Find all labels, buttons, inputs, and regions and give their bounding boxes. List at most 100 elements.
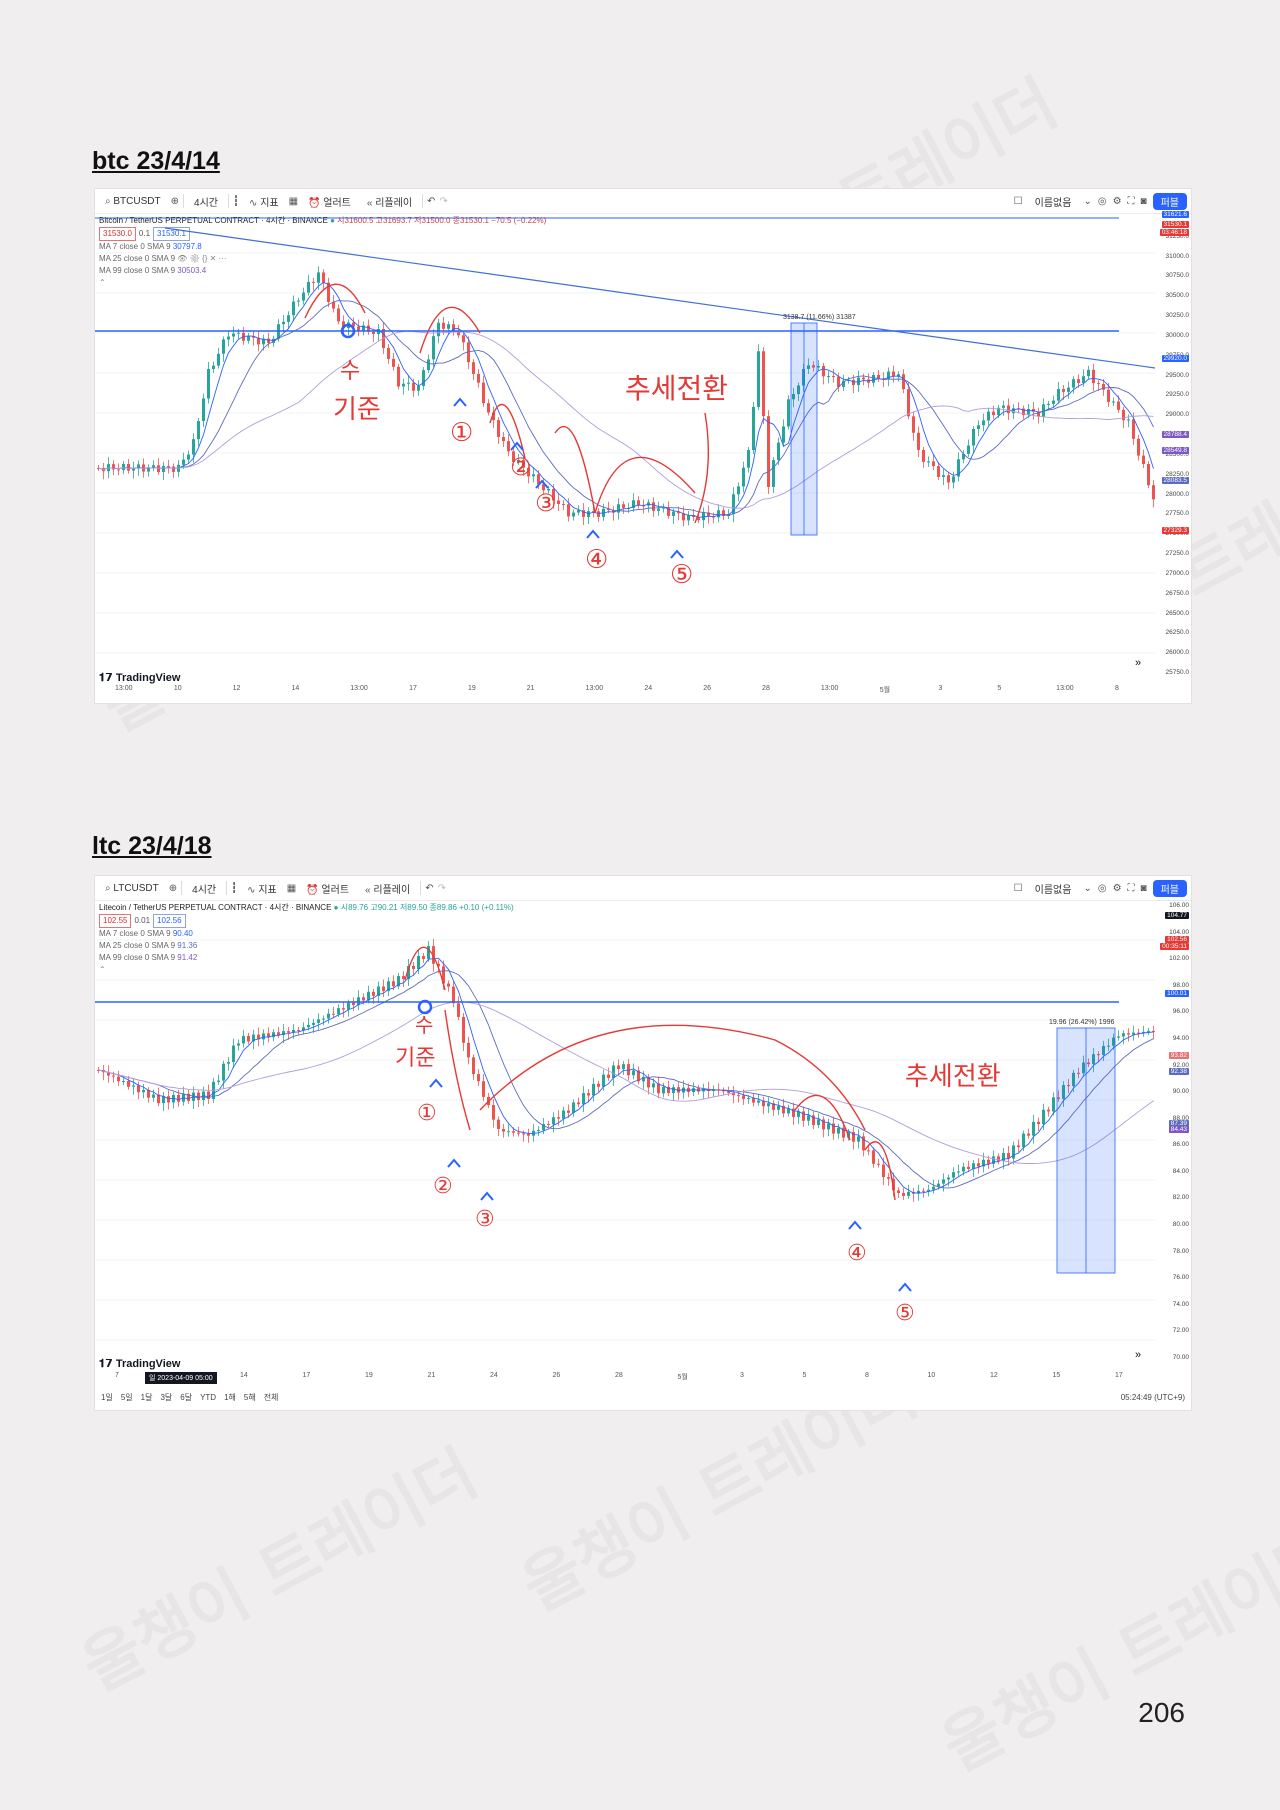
time-tick: 17 xyxy=(302,1372,311,1379)
templates-icon[interactable]: ▦ xyxy=(286,882,297,894)
checkbox-icon[interactable]: ☐ xyxy=(1013,195,1023,207)
layout-name[interactable]: 이름없음 xyxy=(1034,197,1072,209)
symbol-search[interactable]: ⌕ LTCUSDT xyxy=(105,882,159,894)
ask-price[interactable]: 102.56 xyxy=(153,914,186,928)
range-button[interactable]: YTD xyxy=(200,1392,217,1402)
range-button[interactable]: 1일 xyxy=(101,1392,113,1402)
handdrawn-arc xyxy=(554,426,596,514)
candle-body xyxy=(482,382,485,404)
scroll-right-icon[interactable]: » xyxy=(1135,1349,1142,1361)
replay-button[interactable]: « 리플레이 xyxy=(365,884,411,896)
handdrawn-arc xyxy=(304,283,366,319)
candle-body xyxy=(197,1092,200,1100)
candle-body xyxy=(467,342,470,363)
camera-icon[interactable]: ◙ xyxy=(1140,195,1147,207)
price-tick: 80.00 xyxy=(1172,1221,1189,1229)
chevron-down-icon[interactable]: ⌄ xyxy=(1083,195,1092,207)
templates-icon[interactable]: ▦ xyxy=(288,195,299,207)
time-tick: 17 xyxy=(409,685,417,692)
candle-style-icon[interactable]: ┇ xyxy=(232,195,240,207)
candle-body xyxy=(527,1133,530,1136)
price-label: 27329.3 xyxy=(1161,527,1189,534)
alerts-button[interactable]: ⏰ 얼러트 xyxy=(308,197,351,209)
range-button[interactable]: 3달 xyxy=(160,1392,173,1402)
candle-body xyxy=(957,459,960,477)
fullscreen-icon[interactable]: ⛶ xyxy=(1127,882,1135,894)
candle-body xyxy=(652,502,655,511)
price-label: 93.82 xyxy=(1168,1052,1189,1059)
candle-body xyxy=(567,1110,570,1113)
bid-price[interactable]: 31530.0 xyxy=(99,227,136,241)
range-button[interactable]: 5해 xyxy=(243,1392,256,1402)
redo-icon[interactable]: ↷ xyxy=(437,882,446,894)
indicators-button[interactable]: ∿ 지표 xyxy=(247,884,277,896)
candle-body xyxy=(1017,1145,1020,1148)
candle-body xyxy=(632,1070,635,1076)
candle-body xyxy=(852,379,855,386)
symbol-search[interactable]: ⌕ BTCUSDT xyxy=(105,195,161,207)
candle-body xyxy=(662,1086,665,1094)
layout-name[interactable]: 이름없음 xyxy=(1034,884,1072,896)
collapse-icon[interactable]: ⌃ xyxy=(99,965,106,974)
range-button[interactable]: 5일 xyxy=(120,1392,133,1402)
interval-button[interactable]: 4시간 xyxy=(194,197,218,209)
publish-button[interactable]: 퍼블 xyxy=(1152,192,1187,210)
candle-body xyxy=(677,1087,680,1093)
range-button[interactable]: 1해 xyxy=(224,1392,236,1402)
quick-search-icon[interactable]: ◎ xyxy=(1097,882,1107,894)
candle-body xyxy=(1007,1153,1010,1159)
candle-body xyxy=(1007,405,1010,414)
time-tick: 10 xyxy=(927,1372,936,1379)
candle-body xyxy=(772,460,775,487)
candle-body xyxy=(1032,1121,1035,1136)
price-tick: 31000.0 xyxy=(1165,252,1190,260)
range-button[interactable]: 1달 xyxy=(140,1392,153,1402)
candle-body xyxy=(827,1123,830,1130)
handwritten-annotation: ③ xyxy=(475,1207,495,1232)
candle-body xyxy=(757,351,760,407)
alerts-button[interactable]: ⏰ 얼러트 xyxy=(306,884,350,896)
watermark: 울챙이 트레이더 xyxy=(930,1516,1280,1786)
price-tick: 74.00 xyxy=(1172,1300,1189,1308)
gear-icon[interactable]: ⚙ xyxy=(1112,882,1122,894)
candle-body xyxy=(252,335,255,338)
candle-body xyxy=(1037,411,1040,417)
candle-body xyxy=(292,1030,295,1033)
candle-body xyxy=(512,1131,515,1133)
undo-icon[interactable]: ↶ xyxy=(427,195,436,207)
range-button[interactable]: 6달 xyxy=(180,1392,193,1402)
candle-body xyxy=(357,326,360,332)
publish-button[interactable]: 퍼블 xyxy=(1152,879,1187,897)
handwritten-annotation: ② xyxy=(510,453,532,481)
fullscreen-icon[interactable]: ⛶ xyxy=(1127,195,1135,207)
candle-body xyxy=(417,386,420,391)
candle-body xyxy=(842,1127,845,1138)
redo-icon[interactable]: ↷ xyxy=(439,195,448,207)
quick-search-icon[interactable]: ◎ xyxy=(1097,195,1107,207)
candle-body xyxy=(312,1022,315,1025)
candle-body xyxy=(317,1019,320,1023)
indicators-button[interactable]: ∿ 지표 xyxy=(249,197,279,209)
bid-price[interactable]: 102.55 xyxy=(99,914,132,928)
interval-button[interactable]: 4시간 xyxy=(192,884,217,896)
gear-icon[interactable]: ⚙ xyxy=(1112,195,1122,207)
add-symbol-icon[interactable]: ⊕ xyxy=(170,195,180,207)
camera-icon[interactable]: ◙ xyxy=(1140,882,1147,894)
replay-button[interactable]: « 리플레이 xyxy=(366,197,413,209)
price-label: 102.56 xyxy=(1165,936,1189,943)
ask-price[interactable]: 31530.1 xyxy=(153,227,190,241)
candle-body xyxy=(207,1091,210,1099)
candle-body xyxy=(267,1033,270,1038)
candle-body xyxy=(817,365,820,368)
candle-style-icon[interactable]: ┇ xyxy=(231,882,238,894)
range-button[interactable]: 전체 xyxy=(263,1392,279,1402)
checkbox-icon[interactable]: ☐ xyxy=(1013,882,1023,894)
add-symbol-icon[interactable]: ⊕ xyxy=(168,882,178,894)
price-tick: 26750.0 xyxy=(1165,589,1190,597)
collapse-icon[interactable]: ⌃ xyxy=(99,278,106,287)
chevron-down-icon[interactable]: ⌄ xyxy=(1083,882,1092,894)
time-tick: 5월 xyxy=(879,687,891,694)
scroll-right-icon[interactable]: » xyxy=(1135,657,1142,669)
candle-body xyxy=(377,986,380,996)
undo-icon[interactable]: ↶ xyxy=(425,882,434,894)
